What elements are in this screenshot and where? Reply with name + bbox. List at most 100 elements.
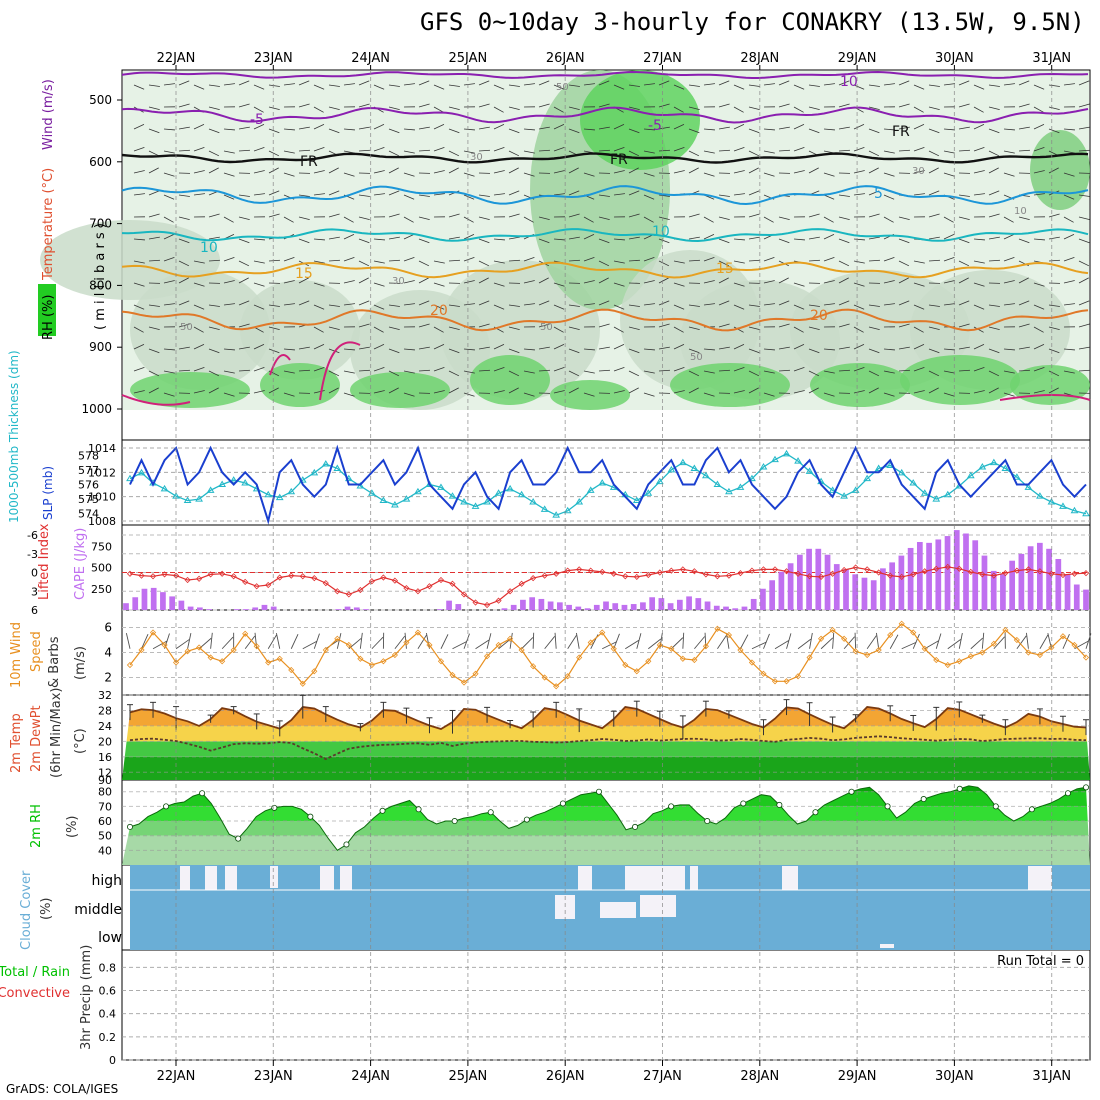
wind-barb	[1048, 84, 1060, 87]
li-point	[783, 568, 790, 575]
label-cloud: Cloud Cover	[19, 870, 34, 950]
wind-barb	[193, 343, 205, 350]
temp-band	[122, 756, 1090, 780]
wind-barb	[238, 149, 251, 152]
cape-bar	[261, 604, 268, 610]
wind-barb	[718, 238, 730, 244]
wind-barb	[433, 147, 445, 152]
wind-barb	[912, 633, 920, 649]
wind-barb	[1048, 326, 1060, 331]
wind-barb	[133, 170, 145, 174]
wind-speed-point	[875, 646, 882, 654]
wind-barb	[313, 633, 320, 649]
wind-barb	[268, 167, 279, 174]
wind-barb	[628, 236, 640, 240]
wind-barb	[163, 216, 174, 223]
wind-barb	[838, 277, 849, 284]
wind-barb	[1033, 106, 1044, 113]
contour-label: 10	[1014, 206, 1027, 217]
wind-barb	[133, 238, 145, 241]
wind-barb	[643, 194, 655, 200]
cape-bar	[436, 609, 443, 610]
wind-barb	[778, 103, 790, 108]
thickness-tick-label: 577	[78, 464, 99, 477]
cape-bar	[630, 604, 637, 610]
wind-barb	[1033, 84, 1045, 90]
wind-barb	[253, 193, 265, 196]
wind-barb	[898, 300, 910, 306]
wind-barb	[838, 80, 850, 86]
wind-barb	[853, 123, 865, 130]
contour-label: 15	[716, 261, 734, 277]
wind-barb	[553, 343, 565, 350]
wind-barb	[433, 170, 445, 174]
wind-barb	[1078, 80, 1090, 86]
wind-speed-point	[126, 661, 134, 669]
wind-barb	[343, 172, 355, 177]
wind-barb	[521, 637, 534, 650]
cape-bar	[206, 609, 212, 610]
wind-barb	[793, 84, 805, 90]
wind-barb	[913, 106, 924, 113]
wind-barb	[148, 150, 160, 157]
wind-barb	[133, 260, 145, 264]
wind-barb	[313, 367, 325, 372]
li-point	[748, 567, 756, 574]
wind-barb	[748, 236, 760, 240]
cloud-gap	[600, 902, 636, 918]
wind-barb	[1003, 216, 1014, 223]
wind-barb	[913, 123, 925, 130]
wind-barb	[373, 170, 385, 174]
wind-barb	[583, 280, 595, 284]
wind-barb	[636, 633, 642, 649]
wind-barb	[568, 190, 580, 196]
wind-speed-point	[357, 655, 364, 662]
temp-band	[122, 741, 1090, 757]
wind-barb	[328, 326, 340, 331]
wind-speed-point	[645, 658, 652, 665]
cape-bar	[1064, 574, 1071, 610]
temp-tick-label: 16	[98, 751, 112, 764]
li-point	[1036, 568, 1043, 575]
wind-barb	[883, 172, 895, 177]
cloud-gap	[225, 866, 237, 890]
wind-barb	[418, 80, 430, 86]
wind-barb	[913, 84, 925, 90]
wind-barb	[1063, 348, 1075, 351]
wind-barb	[853, 282, 865, 287]
wind-barb	[688, 236, 700, 240]
wind-barb	[463, 280, 475, 284]
wind-barb	[553, 84, 565, 90]
wind-barb	[388, 236, 400, 240]
wind-barb	[823, 172, 835, 177]
slp-tick-label: 1012	[88, 466, 116, 479]
wind-barb	[928, 304, 940, 307]
cape-bar	[335, 609, 342, 610]
wind-barb	[943, 83, 955, 86]
wind-barb	[913, 193, 925, 196]
temp-contour-5	[121, 185, 1089, 206]
wind-barb	[1003, 172, 1015, 177]
wind-barb	[1078, 126, 1090, 130]
wind-barb	[358, 126, 370, 130]
wind-barb	[493, 390, 505, 394]
wind-barb	[883, 280, 895, 284]
cape-bar	[1009, 560, 1016, 610]
cape-bar	[723, 606, 729, 610]
rh-tick-label: 50	[98, 830, 112, 843]
li-point	[1013, 567, 1020, 574]
wind-barb	[1063, 172, 1075, 177]
wind-barb	[718, 277, 729, 284]
cape-bar	[270, 606, 277, 610]
wind-barb	[583, 348, 595, 351]
wind-barb	[793, 170, 805, 174]
thickness-tick-label: 576	[78, 479, 99, 492]
wind-barb	[613, 633, 620, 649]
cape-bar	[704, 601, 711, 610]
wind-barb	[808, 84, 820, 87]
wind-speed-point	[714, 625, 721, 632]
wind-barb	[343, 348, 355, 351]
wind-barb	[221, 636, 234, 650]
wind-barb	[883, 370, 895, 374]
